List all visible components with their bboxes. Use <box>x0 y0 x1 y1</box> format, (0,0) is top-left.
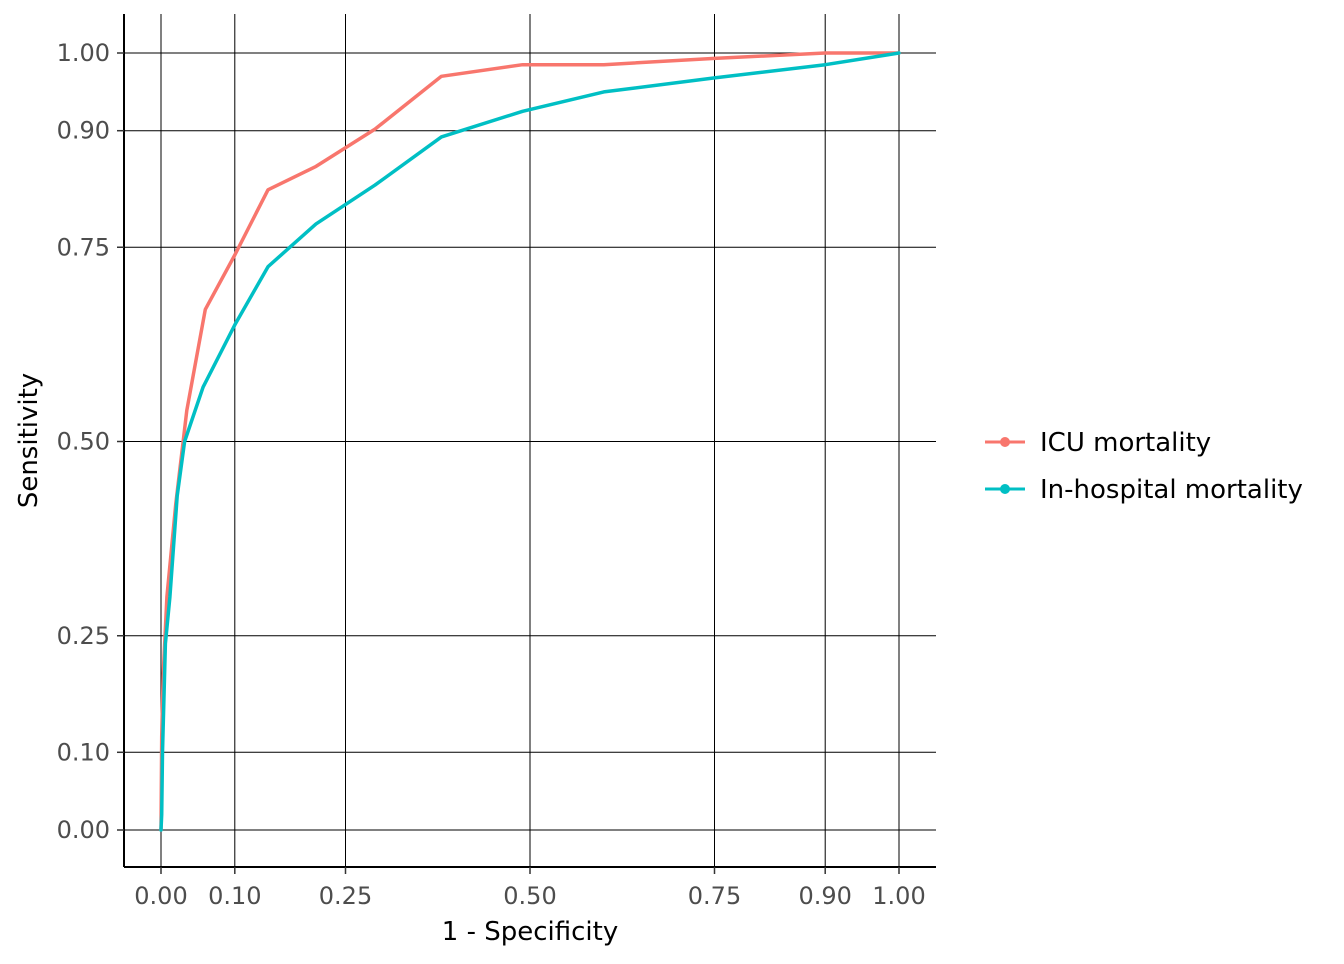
y-tick-label: 0.25 <box>57 622 110 650</box>
x-tick-label: 1.00 <box>872 882 925 910</box>
x-tick-label: 0.50 <box>503 882 556 910</box>
grid-layer <box>124 14 936 867</box>
x-tick-label: 0.75 <box>688 882 741 910</box>
series-line-in-hospital-mortality <box>159 51 901 832</box>
x-tick-label: 0.00 <box>134 882 187 910</box>
legend-key-point <box>1000 484 1010 494</box>
y-tick-label: 1.00 <box>57 39 110 67</box>
y-tick-label: 0.75 <box>57 233 110 261</box>
y-tick-label: 0.00 <box>57 816 110 844</box>
tick-label-layer: 0.00 0.10 0.25 0.50 0.75 0.90 1.00 0.00 0.10 0.25… <box>57 39 926 910</box>
legend-label: ICU mortality <box>1040 428 1211 458</box>
y-tick-label: 0.50 <box>57 428 110 456</box>
legend: ICU mortality In-hospital mortality <box>985 428 1303 505</box>
x-axis-title: 1 - Specificity <box>442 917 618 947</box>
y-tick-label: 0.90 <box>57 117 110 145</box>
x-tick-label: 0.25 <box>319 882 372 910</box>
y-tick-label: 0.10 <box>57 738 110 766</box>
x-tick-label: 0.10 <box>208 882 261 910</box>
series-layer <box>159 51 901 832</box>
x-tick-label: 0.90 <box>798 882 851 910</box>
legend-key-point <box>1000 437 1010 447</box>
legend-label: In-hospital mortality <box>1040 475 1303 505</box>
y-axis-title: Sensitivity <box>14 373 44 508</box>
